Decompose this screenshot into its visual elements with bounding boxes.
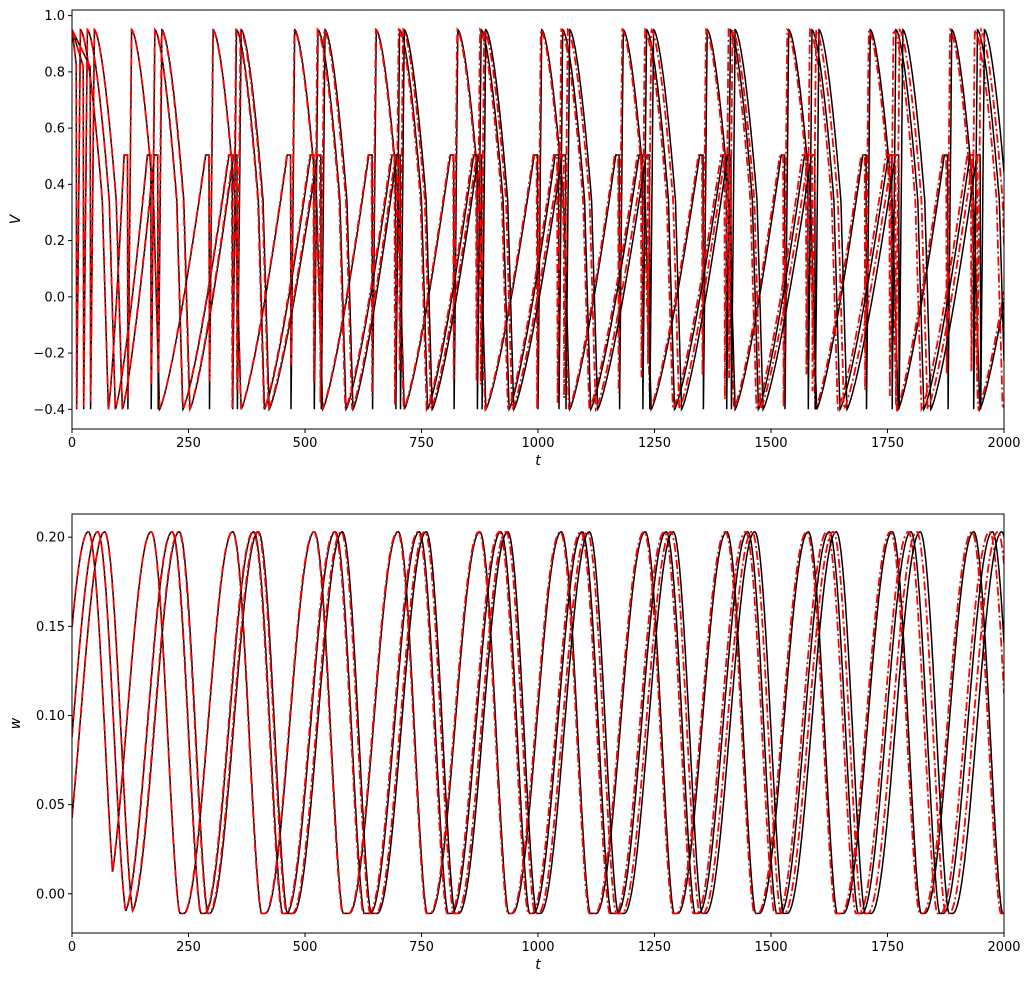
voltage-panel-lines xyxy=(72,30,1004,410)
recovery-panel-xtick-label-7: 1750 xyxy=(871,940,904,955)
recovery-panel-ytick-label-1: 0.05 xyxy=(36,798,65,813)
recovery-panel-xtick-label-5: 1250 xyxy=(638,940,671,955)
recovery-panel-trace-0-series-0 xyxy=(72,532,1004,914)
recovery-panel-trace-0-series-1 xyxy=(72,532,1004,914)
voltage-panel-xtick-label-1: 250 xyxy=(176,436,201,451)
voltage-panel-xtick-label-2: 500 xyxy=(293,436,318,451)
recovery-panel-ytick-label-2: 0.10 xyxy=(36,709,65,724)
recovery-panel-trace-1-series-1 xyxy=(72,532,1004,914)
voltage-panel-x-axis-label: t xyxy=(535,453,541,469)
voltage-panel-xtick-label-4: 1000 xyxy=(521,436,554,451)
recovery-panel-frame xyxy=(72,514,1004,933)
recovery-panel-xtick-label-8: 2000 xyxy=(987,940,1020,955)
recovery-panel-xtick-label-1: 250 xyxy=(176,940,201,955)
recovery-panel-xtick-label-4: 1000 xyxy=(521,940,554,955)
voltage-panel-ytick-label-2: 0.0 xyxy=(44,290,65,305)
recovery-panel-lines xyxy=(72,532,1004,914)
voltage-panel-xtick-label-0: 0 xyxy=(68,436,76,451)
voltage-panel-xtick-label-6: 1500 xyxy=(754,436,787,451)
recovery-panel-ytick-label-0: 0.00 xyxy=(36,887,65,902)
recovery-panel-y-axis-label: w xyxy=(8,717,24,729)
recovery-panel-ytick-label-4: 0.20 xyxy=(36,531,65,546)
recovery-panel-xtick-label-6: 1500 xyxy=(754,940,787,955)
voltage-panel-ytick-label-5: 0.6 xyxy=(44,122,65,137)
recovery-panel-ytick-label-3: 0.15 xyxy=(36,620,65,635)
recovery-panel-trace-2-series-0 xyxy=(72,532,1004,914)
voltage-panel-xtick-label-8: 2000 xyxy=(987,436,1020,451)
recovery-panel: 0 250 500 750 1000 1250 1500 1750 2000 0.00 0.05 0.… xyxy=(8,514,1021,973)
voltage-panel-xtick-label-3: 750 xyxy=(409,436,434,451)
voltage-panel-ytick-label-7: 1.0 xyxy=(44,9,65,24)
recovery-panel-trace-1-series-0 xyxy=(72,532,1004,914)
voltage-panel-ytick-label-0: −0.4 xyxy=(33,403,65,418)
voltage-panel-xtick-label-7: 1750 xyxy=(871,436,904,451)
recovery-panel-trace-2-series-1 xyxy=(72,532,1004,914)
recovery-panel-xtick-label-3: 750 xyxy=(409,940,434,955)
voltage-panel-ytick-label-4: 0.4 xyxy=(44,178,65,193)
voltage-panel-ytick-label-3: 0.2 xyxy=(44,234,65,249)
recovery-panel-xtick-label-2: 500 xyxy=(293,940,318,955)
voltage-panel-xtick-label-5: 1250 xyxy=(638,436,671,451)
voltage-panel: 0 250 500 750 1000 1250 1500 1750 2000 −0.4 −0.2 0.… xyxy=(8,9,1021,469)
voltage-panel-ytick-label-6: 0.8 xyxy=(44,65,65,80)
voltage-panel-ytick-label-1: −0.2 xyxy=(33,347,65,362)
voltage-panel-y-axis-label: V xyxy=(8,213,24,224)
recovery-panel-xtick-label-0: 0 xyxy=(68,940,76,955)
recovery-panel-x-axis-label: t xyxy=(535,957,541,973)
